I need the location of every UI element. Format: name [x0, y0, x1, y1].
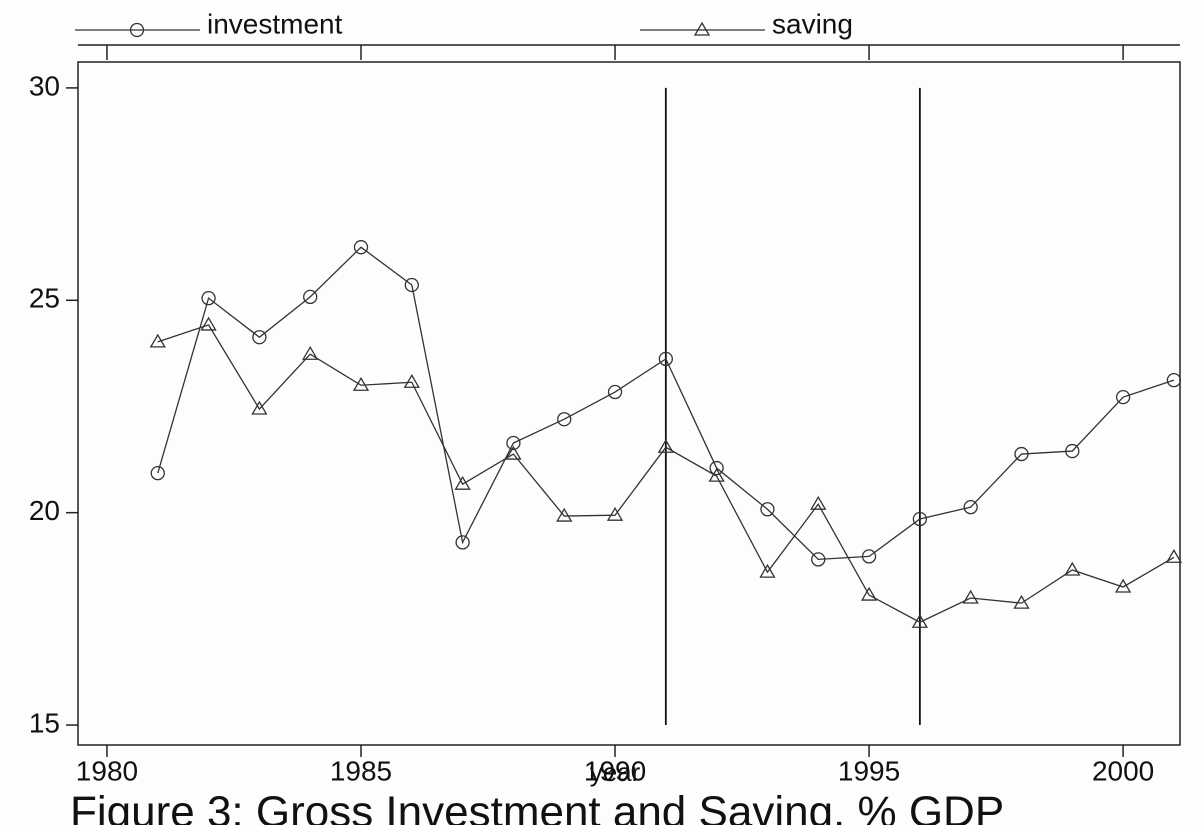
marker — [1115, 389, 1131, 405]
marker — [1165, 548, 1183, 563]
legend-marker — [693, 21, 711, 36]
series-line — [157, 246, 1175, 561]
marker — [810, 495, 827, 510]
marker — [1065, 443, 1080, 459]
y-tick-label: 15 — [29, 707, 60, 738]
marker — [353, 240, 369, 255]
marker — [963, 499, 978, 515]
marker — [1064, 561, 1081, 576]
x-axis-label: year — [590, 757, 641, 787]
marker — [403, 373, 420, 388]
x-tick-label: 1985 — [330, 755, 392, 786]
marker — [505, 445, 522, 460]
marker — [1014, 446, 1029, 462]
marker — [404, 277, 419, 293]
marker — [455, 535, 470, 550]
marker — [1114, 578, 1132, 593]
marker — [962, 589, 979, 604]
marker — [150, 466, 165, 481]
marker — [708, 467, 725, 482]
marker — [607, 384, 623, 400]
marker — [658, 351, 673, 367]
marker — [861, 549, 877, 564]
marker — [811, 552, 826, 567]
marker — [252, 330, 267, 345]
marker — [709, 460, 724, 476]
marker — [454, 475, 471, 490]
figure-caption: Figure 3: Gross Investment and Saving, %… — [70, 788, 1004, 825]
marker — [1013, 594, 1030, 609]
x-tick-label: 1990 — [584, 755, 646, 786]
y-tick-label: 30 — [29, 70, 60, 101]
marker — [506, 435, 521, 451]
marker — [303, 289, 318, 305]
marker — [251, 400, 268, 415]
marker — [1166, 372, 1182, 388]
plot-frame — [77, 61, 1181, 746]
marker — [657, 438, 674, 453]
x-tick-label: 1980 — [76, 755, 138, 786]
marker — [759, 563, 776, 578]
marker — [557, 412, 572, 427]
marker — [352, 376, 370, 391]
marker — [912, 511, 928, 527]
marker — [149, 333, 166, 348]
x-tick-label: 1995 — [838, 755, 900, 786]
marker — [556, 507, 573, 522]
legend-label: saving — [772, 8, 853, 39]
marker — [606, 506, 624, 521]
marker — [200, 316, 217, 331]
series-line — [157, 324, 1175, 623]
marker — [760, 502, 775, 517]
x-tick-label: 2000 — [1092, 755, 1154, 786]
marker — [860, 586, 878, 601]
marker — [201, 291, 216, 306]
legend-label: investment — [207, 8, 343, 39]
y-tick-label: 25 — [29, 283, 60, 314]
marker — [302, 345, 319, 360]
marker — [911, 613, 929, 628]
legend-marker — [129, 22, 145, 38]
y-tick-label: 20 — [29, 495, 60, 526]
